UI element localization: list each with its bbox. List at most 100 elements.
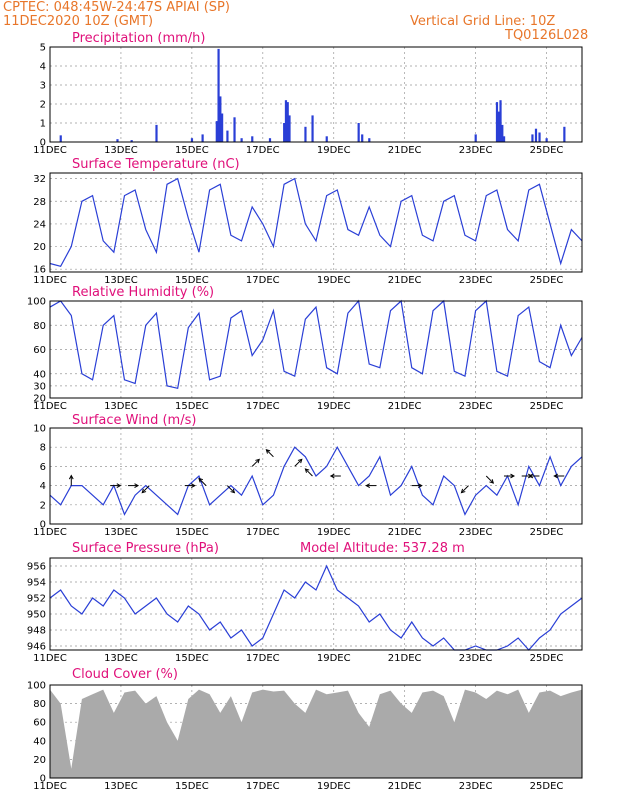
precip-xtick-label: 17DEC (246, 145, 280, 156)
temp-xtick-label: 23DEC (459, 275, 493, 286)
precip-bar (288, 115, 291, 142)
temp-line (49, 177, 583, 268)
cloud-ytick-label: 0 (40, 774, 46, 785)
wind-vector (305, 468, 313, 477)
temp-xtick-label: 13DEC (104, 275, 138, 286)
humidity-xtick-label: 19DEC (317, 401, 351, 412)
pressure-xtick-label: 23DEC (459, 653, 493, 664)
wind-vector-head (510, 473, 516, 479)
wind-xtick-label: 25DEC (530, 527, 564, 538)
temp-xtick-label: 21DEC (388, 275, 422, 286)
precip-bar (283, 123, 286, 142)
pressure-ytick-label: 948 (27, 626, 46, 637)
wind-xtick-label: 19DEC (317, 527, 351, 538)
precip-bar (499, 100, 502, 142)
precip-ytick-label: 4 (40, 62, 46, 73)
precip-xtick-label: 21DEC (388, 145, 422, 156)
wind-vector-head (141, 488, 147, 494)
wind-vector-head (134, 483, 140, 488)
cloud-xtick-label: 21DEC (388, 781, 422, 792)
temp-title: Surface Temperature (nC) (72, 157, 240, 172)
temp-xtick-label: 19DEC (317, 275, 351, 286)
wind-vector (141, 485, 150, 494)
wind-vector-head (265, 448, 271, 454)
wind-vector-head (528, 473, 534, 479)
wind-ytick-label: 8 (40, 443, 46, 454)
temp-ytick-label: 28 (33, 197, 46, 208)
precip-bar (325, 136, 328, 142)
precip-bar (233, 117, 236, 142)
precip-bar (59, 135, 62, 142)
precip-bar (217, 48, 220, 142)
wind-xtick-label: 15DEC (175, 527, 209, 538)
temp-xtick-label: 15DEC (175, 275, 209, 286)
precip-bar (286, 102, 289, 142)
precip-xtick-label: 23DEC (459, 145, 493, 156)
temp-frame (49, 172, 583, 273)
pressure-ytick-label: 956 (27, 562, 46, 573)
wind-vector (226, 485, 235, 494)
wind-vector-head (297, 458, 303, 464)
wind-vector (485, 475, 494, 484)
precip-bar (361, 134, 364, 142)
wind-vector-head (460, 488, 466, 494)
wind-vector (461, 485, 469, 494)
precip-bar (221, 113, 224, 142)
cloud-area (50, 689, 582, 778)
cloud-xtick-label: 19DEC (317, 781, 351, 792)
wind-vector-head (418, 483, 423, 488)
pressure-ytick-label: 954 (27, 578, 46, 589)
precip-xtick-label: 13DEC (104, 145, 138, 156)
pressure-frame (49, 557, 583, 651)
cloud-xtick-label: 17DEC (246, 781, 280, 792)
pressure-xtick-label: 11DEC (33, 653, 67, 664)
precip-bar (545, 138, 548, 142)
wind-vector-head (68, 474, 74, 480)
wind-vector-head (304, 468, 310, 473)
wind-vector-head (553, 473, 559, 479)
wind-vector (198, 478, 207, 486)
temp-ytick-label: 20 (33, 242, 46, 253)
humidity-title: Relative Humidity (%) (72, 285, 214, 300)
cloud-frame (49, 684, 583, 779)
humidity-line (49, 299, 583, 390)
humidity-xtick-label: 15DEC (175, 401, 209, 412)
temp-ytick-label: 16 (33, 265, 46, 276)
humidity-xtick-label: 23DEC (459, 401, 493, 412)
cloud-title: Cloud Cover (%) (72, 667, 178, 682)
precip-bar (531, 134, 534, 142)
cloud-ytick-label: 20 (33, 755, 46, 766)
header-model-code: TQ0126L028 (505, 28, 589, 43)
cloud-xtick-label: 25DEC (530, 781, 564, 792)
humidity-frame (49, 300, 583, 399)
pressure-ytick-label: 950 (27, 610, 46, 621)
precip-ytick-label: 0 (40, 138, 46, 149)
precip-bar (497, 111, 500, 142)
precip-bar (190, 138, 194, 142)
cloud-ytick-label: 40 (33, 736, 46, 747)
wind-line (49, 445, 583, 516)
precip-xtick-label: 19DEC (317, 145, 351, 156)
wind-vector-head (365, 483, 371, 488)
pressure-line (49, 564, 583, 651)
wind-ytick-label: 6 (40, 462, 46, 473)
wind-ytick-label: 2 (40, 500, 46, 511)
temp-ytick-label: 32 (33, 174, 46, 185)
pressure-xtick-label: 25DEC (530, 653, 564, 664)
precip-xtick-label: 15DEC (175, 145, 209, 156)
cloud-ytick-label: 80 (33, 699, 46, 710)
wind-xtick-label: 17DEC (246, 527, 280, 538)
precip-bar (368, 138, 371, 142)
wind-ytick-label: 0 (40, 520, 46, 531)
humidity-xtick-label: 13DEC (104, 401, 138, 412)
precip-bar (268, 138, 272, 142)
precip-bar (563, 126, 566, 142)
precip-bar (495, 102, 499, 142)
temp-xtick-label: 17DEC (246, 275, 280, 286)
humidity-ytick-label: 100 (27, 297, 46, 308)
precip-xtick-label: 11DEC (33, 145, 67, 156)
pressure-xtick-label: 19DEC (317, 653, 351, 664)
pressure-xtick-label: 15DEC (175, 653, 209, 664)
precip-bar (240, 138, 243, 142)
